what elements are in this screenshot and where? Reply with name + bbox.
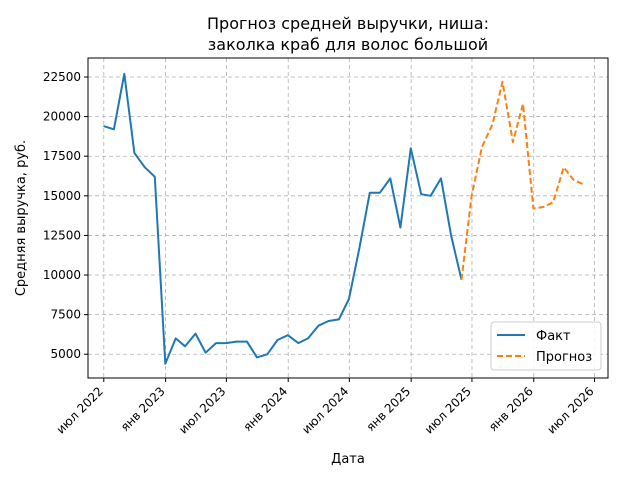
y-tick-label: 5000 bbox=[50, 347, 81, 361]
y-axis-label: Средняя выручка, руб. bbox=[14, 140, 29, 296]
y-tick-label: 22500 bbox=[43, 70, 81, 84]
y-tick-label: 12500 bbox=[43, 228, 81, 242]
y-tick-label: 10000 bbox=[43, 268, 81, 282]
series-layer bbox=[103, 72, 585, 365]
legend-forecast-label: Прогноз bbox=[536, 350, 592, 365]
y-tick-label: 17500 bbox=[43, 149, 81, 163]
plot-frame bbox=[87, 57, 609, 379]
chart-title-line1: Прогноз средней выручки, ниша: bbox=[207, 14, 489, 33]
y-tick-label: 20000 bbox=[43, 110, 81, 124]
legend-fact-label: Факт bbox=[536, 329, 571, 344]
x-axis-label: Дата bbox=[331, 452, 365, 467]
series-fact-line bbox=[103, 72, 463, 365]
y-tick-label: 15000 bbox=[43, 189, 81, 203]
y-axis: 5000 7500 10000 12500 15000 17500 20000 22500 bbox=[43, 70, 88, 361]
chart-title-line2: заколка краб для волос большой bbox=[208, 35, 488, 54]
legend: Факт Прогноз bbox=[490, 321, 602, 371]
y-tick-label: 7500 bbox=[50, 308, 81, 322]
